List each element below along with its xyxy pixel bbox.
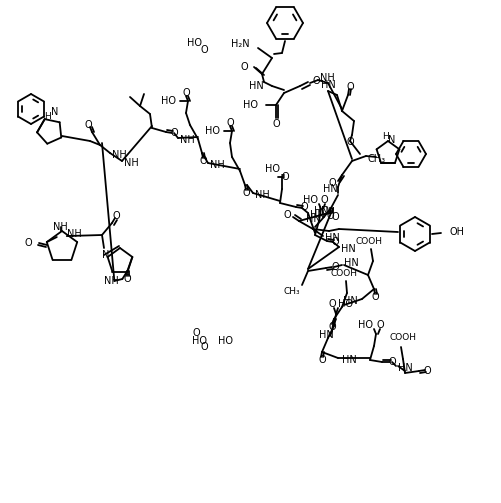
Text: HN: HN [319,330,334,340]
Text: H: H [328,207,334,215]
Text: N: N [102,250,110,260]
Text: O: O [312,76,320,86]
Text: NH: NH [67,229,82,239]
Text: O: O [423,366,431,376]
Text: NH: NH [53,222,67,232]
Text: HN: HN [325,233,340,243]
Text: O: O [318,355,326,365]
Text: O: O [320,195,328,205]
Text: O: O [328,299,336,309]
Text: COOH: COOH [331,269,358,278]
Text: OH: OH [450,227,465,237]
Text: NH: NH [255,190,270,200]
Text: O: O [199,156,207,166]
Text: HN: HN [249,81,264,91]
Text: HO: HO [338,299,353,309]
Text: O: O [192,328,200,338]
Text: NH: NH [320,73,335,83]
Text: HO: HO [358,320,373,330]
Text: O: O [331,212,339,222]
Text: H: H [45,112,52,121]
Text: NH: NH [124,158,139,168]
Text: O: O [371,292,379,302]
Text: HN: HN [310,210,325,220]
Text: HO: HO [314,206,329,216]
Text: HN: HN [342,355,357,365]
Text: HO: HO [265,164,280,174]
Text: O: O [170,128,178,138]
Text: O: O [284,210,291,220]
Text: CH₃: CH₃ [368,154,386,164]
Text: HN: HN [321,80,336,90]
Text: N: N [388,135,396,145]
Text: HN: HN [306,214,321,224]
Text: O: O [328,178,336,188]
Text: HO: HO [192,336,207,346]
Text: O: O [272,119,280,129]
Text: HO: HO [161,96,176,106]
Text: HO: HO [187,38,202,48]
Text: COOH: COOH [356,236,382,245]
Text: HN: HN [343,296,358,306]
Text: O: O [25,238,32,248]
Text: H: H [383,131,389,140]
Text: CH₃: CH₃ [284,288,300,296]
Text: O: O [200,45,208,55]
Text: O: O [124,274,131,284]
Text: O: O [226,118,234,128]
Text: N: N [51,107,59,117]
Text: HO: HO [243,100,258,110]
Text: HO: HO [205,126,220,136]
Text: HO: HO [303,195,318,205]
Text: O: O [388,357,396,367]
Text: NH: NH [210,160,225,170]
Text: NH: NH [112,150,127,160]
Text: O: O [112,211,120,221]
Text: O: O [328,322,336,332]
Text: NH: NH [104,276,118,286]
Text: O: O [326,211,334,221]
Text: O: O [242,188,250,198]
Text: O: O [200,342,208,352]
Text: O: O [182,88,190,98]
Text: O: O [300,202,308,212]
Text: NH: NH [180,135,195,145]
Text: O: O [281,172,289,182]
Text: O: O [376,320,384,330]
Text: COOH: COOH [389,333,416,343]
Text: O: O [346,137,354,147]
Text: O: O [84,120,92,130]
Text: HN: HN [398,363,413,373]
Text: HN: HN [341,244,356,254]
Text: O: O [331,262,339,272]
Text: HN: HN [323,184,338,194]
Text: HO: HO [218,336,233,346]
Text: O: O [331,237,339,247]
Text: H₂N: H₂N [231,39,250,49]
Text: O: O [346,82,354,92]
Text: O: O [240,62,248,72]
Text: N: N [321,206,329,216]
Text: HN: HN [344,258,359,268]
